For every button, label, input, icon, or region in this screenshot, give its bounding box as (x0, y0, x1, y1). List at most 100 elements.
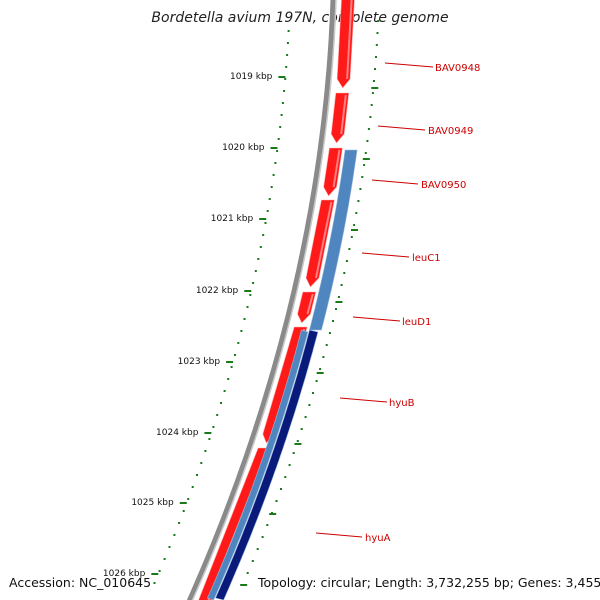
minor-tick-dot (283, 90, 286, 92)
minor-tick-dot (182, 510, 185, 512)
map-title: Bordetella avium 197N, complete genome (151, 10, 449, 26)
inner-tick-dot (376, 32, 379, 34)
inner-tick-dot (357, 200, 360, 202)
inner-tick-dot (288, 464, 291, 466)
accession-text: Accession: NC_010645 (9, 575, 152, 590)
inner-tick-dot (251, 560, 254, 562)
gene-shine (306, 293, 314, 315)
tick-label: 1026 kbp (103, 569, 146, 579)
gene-leader-line (361, 252, 410, 258)
inner-tick-dot (308, 404, 311, 406)
minor-tick-dot (204, 450, 207, 452)
minor-tick-dot (254, 270, 257, 272)
minor-tick-dot (220, 402, 222, 404)
minor-tick-dot (200, 462, 203, 464)
inner-tick-dot (350, 236, 353, 238)
minor-tick-dot (234, 354, 236, 356)
minor-tick-dot (168, 546, 171, 548)
gene-leader-line (352, 316, 401, 322)
gene-label: hyuA (365, 533, 391, 544)
inner-tick-dot (371, 92, 374, 94)
minor-tick-dot (262, 234, 265, 236)
minor-tick-dot (280, 114, 283, 116)
tick-label: 1024 kbp (156, 428, 199, 438)
minor-tick-dot (264, 222, 267, 224)
minor-tick-dot (173, 534, 176, 536)
tick-label: 1025 kbp (131, 498, 174, 508)
gene-shine (340, 94, 347, 135)
reverse-gene-dark (215, 329, 319, 600)
minor-tick-dot (246, 306, 249, 308)
minor-tick-dot (286, 42, 289, 44)
gene-shine (346, 0, 353, 80)
minor-tick-dot (284, 78, 287, 80)
gene-label: BAV0948 (435, 63, 480, 74)
minor-tick-dot (187, 498, 190, 500)
gene-label: leuD1 (402, 317, 431, 328)
minor-tick-dot (252, 282, 255, 284)
minor-tick-dot (277, 138, 280, 140)
reverse-gene-light (309, 149, 358, 331)
minor-tick-dot (237, 342, 240, 344)
minor-tick-dot (257, 258, 260, 260)
gene-label: BAV0949 (428, 126, 473, 137)
minor-tick-dot (196, 474, 198, 476)
inner-tick-dot (369, 116, 372, 118)
forward-gene-arrow (330, 92, 350, 144)
gene-leader-line (371, 179, 419, 185)
inner-tick-dot (292, 452, 295, 454)
minor-tick-dot (227, 378, 230, 380)
inner-tick-dot (345, 260, 348, 262)
inner-tick-dot (348, 248, 351, 250)
gene-shine (332, 149, 341, 188)
minor-tick-dot (272, 174, 275, 176)
minor-tick-dot (158, 570, 161, 572)
backbone-highlight (191, 0, 337, 600)
minor-tick-dot (153, 582, 156, 584)
inner-tick-dot (335, 308, 337, 310)
inner-tick-dot (373, 80, 375, 82)
inner-tick-dot (266, 524, 269, 526)
inner-tick-dot (377, 20, 380, 22)
inner-tick-dot (246, 572, 249, 574)
minor-tick-dot (281, 102, 284, 104)
minor-tick-dot (243, 318, 246, 320)
minor-tick-dot (266, 210, 269, 212)
minor-tick-dot (276, 150, 279, 152)
inner-tick-dot (332, 320, 334, 322)
minor-tick-dot (287, 30, 290, 32)
minor-tick-dot (249, 294, 252, 296)
gene-leader-line (377, 125, 426, 131)
inner-tick-dot (261, 536, 264, 538)
minor-tick-dot (208, 438, 211, 440)
inner-tick-dot (361, 176, 364, 178)
minor-tick-dot (270, 186, 273, 188)
inner-tick-dot (367, 128, 370, 130)
inner-tick-dot (364, 152, 367, 154)
inner-tick-dot (353, 224, 356, 226)
inner-tick-dot (280, 488, 282, 490)
tick-label: 1021 kbp (211, 214, 254, 224)
minor-tick-dot (286, 54, 289, 56)
tick-label: 1022 kbp (196, 286, 239, 296)
inner-tick-dot (337, 296, 340, 298)
minor-tick-dot (212, 426, 215, 428)
inner-tick-dot (300, 428, 303, 430)
minor-tick-dot (268, 198, 271, 200)
minor-tick-dot (191, 486, 194, 488)
inner-tick-dot (340, 284, 343, 286)
gene-shine (315, 201, 333, 279)
reverse-gene-light-inner (207, 329, 309, 600)
tick-label: 1023 kbp (178, 357, 221, 367)
gene-leader-line (339, 397, 388, 403)
gene-leader-line (384, 62, 434, 68)
inner-tick-dot (322, 356, 325, 358)
inner-tick-dot (366, 140, 369, 142)
inner-tick-dot (363, 164, 366, 166)
tick-label: 1019 kbp (230, 72, 273, 82)
summary-text: Topology: circular; Length: 3,732,255 bp… (258, 575, 600, 590)
gene-label: BAV0950 (421, 180, 466, 191)
minor-tick-dot (163, 558, 166, 560)
inner-tick-dot (375, 44, 378, 46)
